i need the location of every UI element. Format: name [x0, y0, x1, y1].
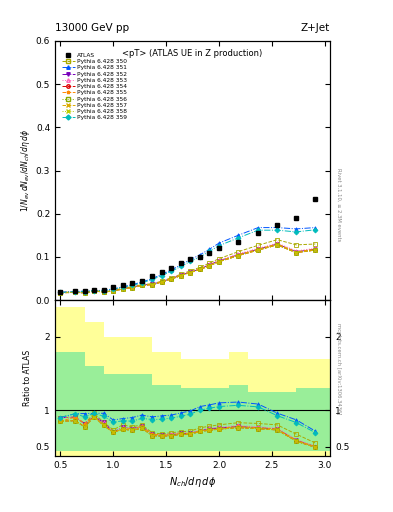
Text: mcplots.cern.ch [arXiv:1306.3436]: mcplots.cern.ch [arXiv:1306.3436]	[336, 323, 341, 414]
Text: Z+Jet: Z+Jet	[301, 23, 330, 33]
Text: <pT> (ATLAS UE in Z production): <pT> (ATLAS UE in Z production)	[123, 49, 263, 58]
Text: Rivet 3.1.10, ≥ 2.3M events: Rivet 3.1.10, ≥ 2.3M events	[336, 168, 341, 242]
Legend: ATLAS, Pythia 6.428 350, Pythia 6.428 351, Pythia 6.428 352, Pythia 6.428 353, P: ATLAS, Pythia 6.428 350, Pythia 6.428 35…	[61, 52, 128, 121]
X-axis label: $N_{ch}/d\eta\,d\phi$: $N_{ch}/d\eta\,d\phi$	[169, 475, 216, 489]
Text: 13000 GeV pp: 13000 GeV pp	[55, 23, 129, 33]
Y-axis label: $1/N_{ev}\,dN_{ev}/dN_{ch}/d\eta\,d\phi$: $1/N_{ev}\,dN_{ev}/dN_{ch}/d\eta\,d\phi$	[18, 129, 31, 212]
Y-axis label: Ratio to ATLAS: Ratio to ATLAS	[23, 350, 31, 406]
